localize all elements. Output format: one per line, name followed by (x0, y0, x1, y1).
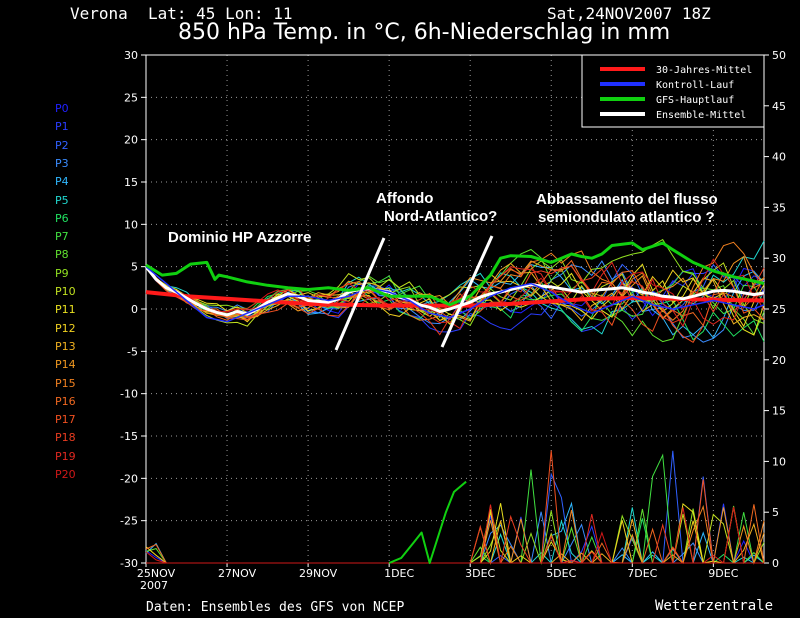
y-tick-label: -5 (127, 345, 138, 358)
member-precip-line (146, 509, 764, 564)
y-tick-label: -20 (120, 472, 138, 485)
member-precip-line (146, 504, 764, 564)
coordinates-label: Lat: 45 Lon: 11 (148, 4, 293, 23)
y-tick-label: 20 (124, 134, 138, 147)
annotation-text: Abbassamento del flusso (536, 191, 718, 208)
member-label: P7 (55, 230, 69, 244)
member-precip-line (145, 501, 765, 564)
member-label: P9 (55, 266, 69, 280)
x-tick-label: 25NOV (137, 567, 176, 580)
member-label: P20 (55, 468, 76, 481)
member-label: P14 (55, 358, 76, 372)
member-temp-line (145, 258, 765, 314)
ensemble-members (145, 238, 765, 565)
member-precip-line (146, 511, 764, 564)
member-precip-line (146, 502, 764, 564)
location-label: Verona (70, 4, 128, 23)
member-label: P18 (55, 431, 76, 445)
member-label: P13 (55, 339, 76, 353)
y-tick-label: -10 (120, 388, 138, 401)
member-precip-line (145, 511, 764, 564)
member-precip-line (146, 507, 764, 564)
y-tick-label: 25 (124, 91, 138, 104)
y-tick-label: -30 (120, 557, 138, 570)
member-label: P3 (55, 156, 69, 170)
y2-tick-label: 15 (772, 405, 786, 418)
y-tick-label: 15 (124, 176, 138, 189)
legend-label: 30-Jahres-Mittel (656, 65, 752, 76)
y2-tick-label: 25 (772, 303, 786, 316)
series-gfs-hauptlauf (145, 241, 765, 307)
member-label: P11 (55, 303, 76, 317)
member-precip-line (146, 503, 764, 564)
member-label: P8 (55, 248, 69, 262)
member-precip-line (146, 514, 764, 564)
x-tick-label: 5DEC (546, 567, 576, 580)
y2-tick-label: 50 (772, 49, 786, 62)
y-tick-label: 30 (124, 49, 138, 62)
series-kontroll-lauf (145, 266, 765, 323)
annotation-slash (334, 237, 386, 351)
brand-label: Wetterzentrale (655, 598, 774, 614)
member-label: P10 (55, 285, 76, 298)
x-tick-label: 1DEC (384, 567, 414, 580)
x-tick-label: 3DEC (465, 567, 495, 580)
member-label: P1 (55, 120, 69, 134)
y2-tick-label: 10 (772, 455, 786, 468)
member-label: P17 (55, 413, 76, 427)
member-temp-line (145, 265, 765, 336)
annotation-text: Affondo (376, 190, 433, 207)
legend-label: GFS-Hauptlauf (656, 95, 734, 106)
member-label: P5 (55, 193, 69, 207)
y-tick-label: -25 (120, 515, 138, 528)
member-precip-line (145, 505, 765, 565)
annotation-text: Dominio HP Azzorre (168, 229, 311, 246)
member-precip-line (145, 506, 764, 564)
member-precip-line (146, 507, 765, 565)
member-label: P12 (55, 321, 76, 335)
y-tick-label: 0 (131, 303, 138, 316)
member-label: P4 (55, 175, 69, 189)
member-temp-line (145, 262, 765, 327)
x-tick-label: 27NOV (218, 567, 257, 580)
member-precip-line (146, 504, 765, 565)
y2-tick-label: 40 (772, 151, 786, 164)
member-label: P0 (55, 102, 69, 115)
x-tick-label: 9DEC (708, 567, 738, 580)
x-tick-label: 7DEC (627, 567, 657, 580)
member-precip-line (145, 504, 765, 564)
member-label: P16 (55, 394, 76, 408)
member-label: P19 (55, 449, 76, 463)
legend-label: Ensemble-Mittel (656, 110, 746, 121)
member-label: P15 (55, 376, 76, 390)
y-tick-label: 10 (124, 218, 138, 231)
annotation-text: semiondulato atlantico ? (538, 209, 715, 226)
y2-tick-label: 0 (772, 557, 779, 570)
y2-tick-label: 45 (772, 100, 786, 113)
annotation-slash (440, 235, 494, 348)
member-label: P2 (55, 138, 69, 152)
data-source-label: Daten: Ensembles des GFS von NCEP (146, 600, 405, 615)
x-year-label: 2007 (140, 579, 168, 592)
y2-tick-label: 20 (772, 354, 786, 367)
annotation-strokes (334, 235, 494, 351)
x-tick-label: 29NOV (299, 567, 338, 580)
y2-tick-label: 5 (772, 506, 779, 519)
annotation-text: Nord-Atlantico? (384, 208, 497, 225)
y2-tick-label: 35 (772, 201, 786, 214)
legend-label: Kontroll-Lauf (656, 80, 734, 91)
y-tick-label: -15 (120, 430, 138, 443)
member-precip-line (146, 508, 765, 565)
member-label: P6 (55, 211, 69, 225)
y-tick-label: 5 (131, 261, 138, 274)
chart-title: 850 hPa Temp. in °C, 6h-Niederschlag in … (178, 20, 671, 45)
legend (581, 54, 765, 128)
run-time-label: Sat,24NOV2007 18Z (547, 4, 711, 23)
series-gfs-hauptlauf-niederschlag (388, 480, 467, 564)
y2-tick-label: 30 (772, 252, 786, 265)
